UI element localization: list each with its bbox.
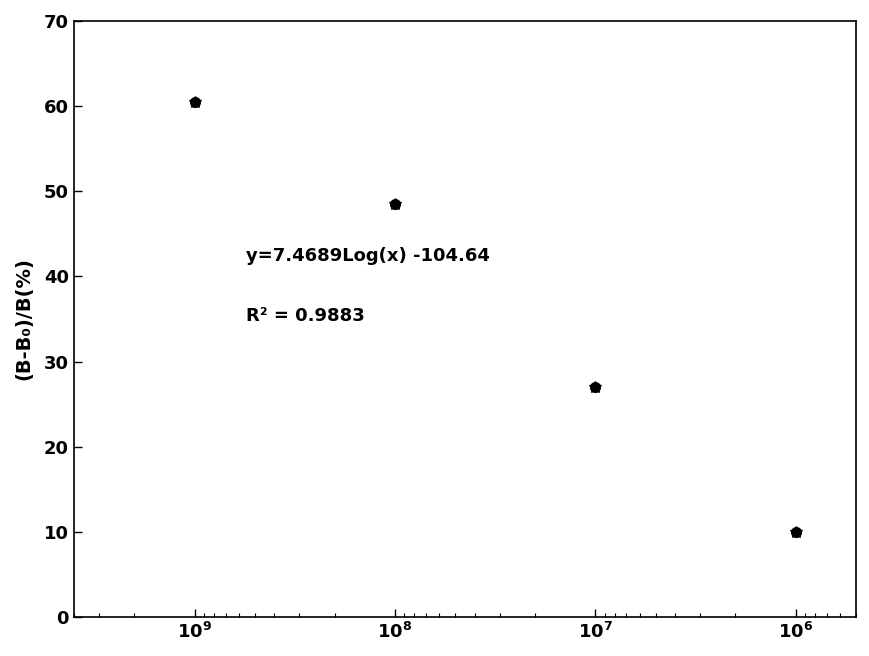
Y-axis label: (B-B₀)/B(%): (B-B₀)/B(%)	[14, 258, 33, 380]
Text: R² = 0.9883: R² = 0.9883	[246, 307, 364, 325]
Text: y=7.4689Log(x) -104.64: y=7.4689Log(x) -104.64	[246, 247, 489, 266]
